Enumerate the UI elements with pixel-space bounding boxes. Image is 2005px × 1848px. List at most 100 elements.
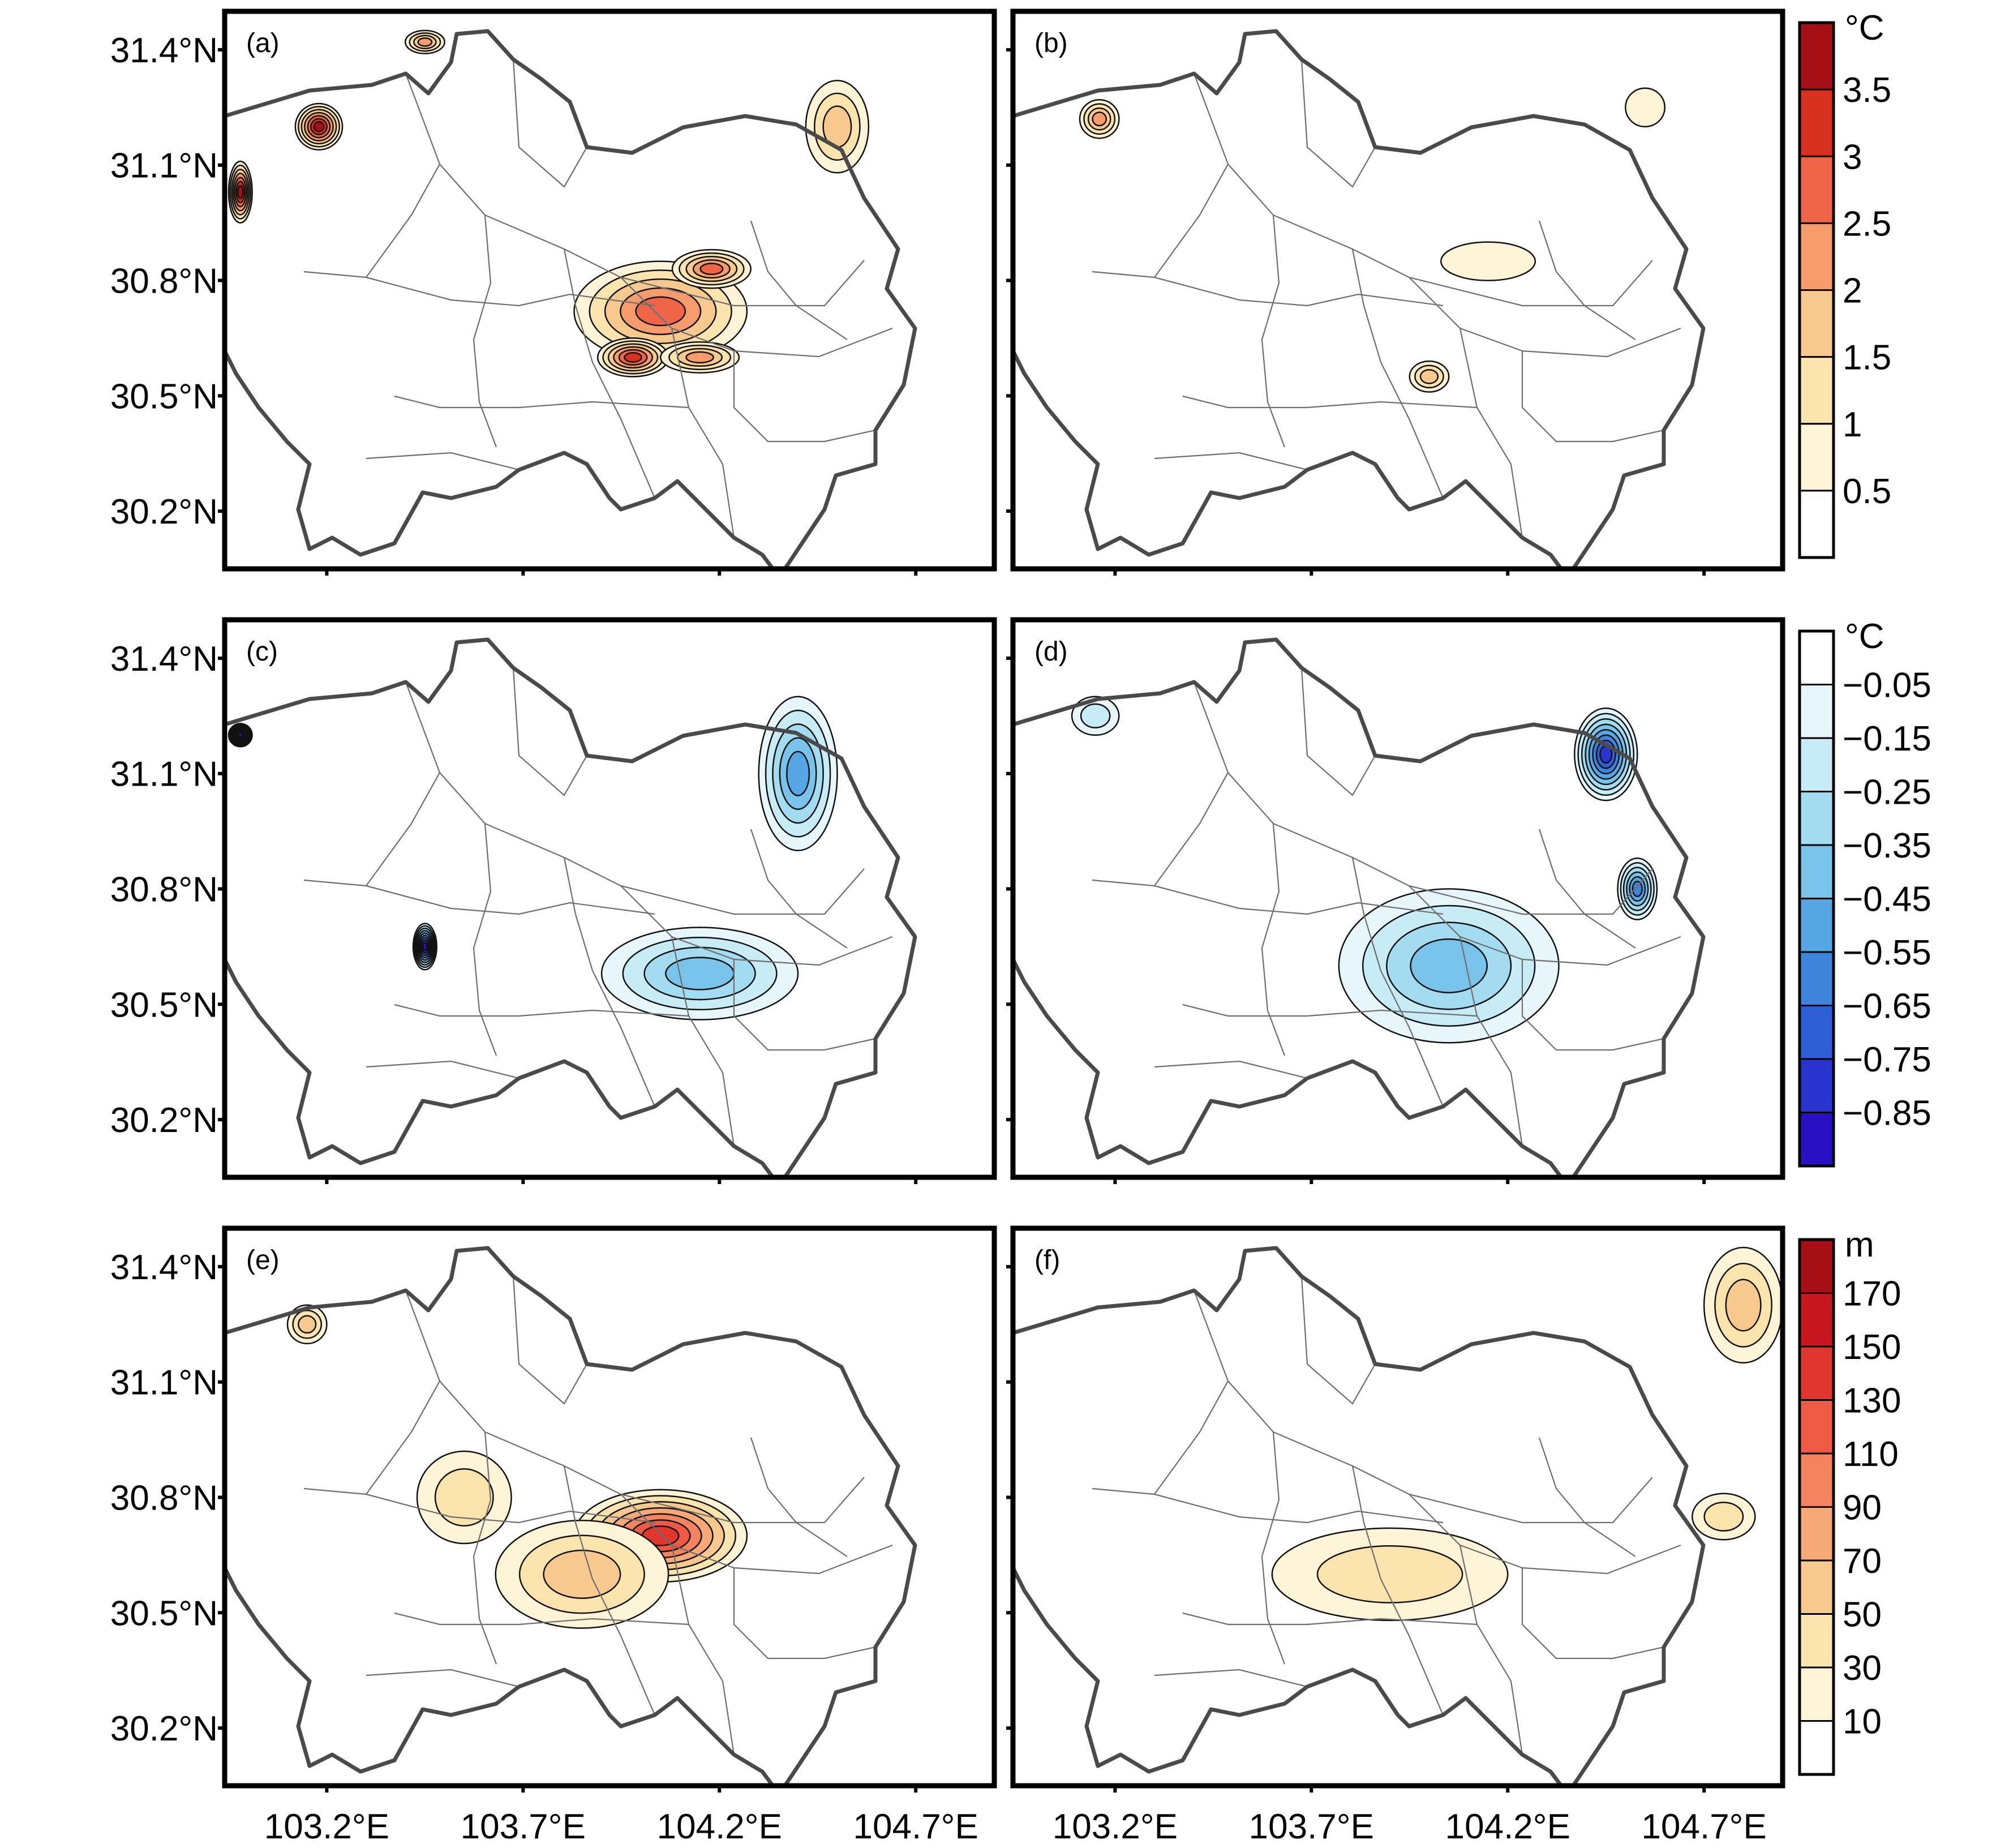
district-line (366, 1669, 520, 1688)
lat-label: 31.1°N (110, 1364, 218, 1403)
panel-label: (d) (1034, 637, 1068, 667)
colorbar-unit: °C (1845, 617, 1884, 656)
colorbar-bin (1798, 1613, 1835, 1669)
colorbar-frame (1798, 629, 1835, 1168)
colorbar-label: 90 (1843, 1489, 1882, 1528)
contour-level (422, 942, 428, 951)
colorbar-bin (1798, 684, 1835, 739)
lon-label: 103.7°E (1249, 1807, 1374, 1846)
district-line (1261, 215, 1286, 448)
lat-label: 30.5°N (110, 1594, 218, 1633)
district-line (563, 248, 656, 499)
contour-level (298, 1315, 317, 1334)
panel-frame (222, 617, 997, 1180)
lat-label: 30.8°N (110, 262, 218, 301)
lat-label: 31.1°N (110, 755, 218, 794)
colorbar-label: 110 (1843, 1435, 1899, 1474)
contour-level (685, 351, 714, 364)
colorbar-label: −0.65 (1843, 987, 1931, 1026)
colorbar-bin (1798, 22, 1835, 91)
colorbar-label: 1.5 (1843, 338, 1891, 378)
colorbar-2: °C −0.05 −0.15 −0.25 −0.35 −0.45 −0.55 −0.65 −0.… (1798, 617, 1931, 1168)
colorbar-label: 2 (1843, 272, 1862, 311)
city-boundary (1013, 1246, 1706, 1786)
panel-label: (b) (1034, 28, 1068, 58)
colorbar-label: 170 (1843, 1275, 1901, 1314)
lat-label: 30.8°N (110, 871, 218, 910)
contour-level (1410, 938, 1488, 993)
district-line (394, 1612, 689, 1626)
colorbar-bin (1798, 898, 1835, 953)
district-line (1261, 1431, 1286, 1665)
colorbar-bin (1798, 490, 1835, 559)
map-panel-b: (b) (1006, 8, 1785, 576)
map-panel-f: (f) (1006, 1225, 1785, 1793)
district-line (733, 1568, 876, 1660)
colorbar-bin (1798, 1292, 1835, 1348)
colorbar-label: 130 (1843, 1382, 1901, 1421)
panel-frame (222, 1225, 997, 1789)
district-line (1261, 823, 1286, 1056)
district-line (1521, 351, 1664, 443)
panel-frame (222, 8, 997, 572)
colorbar-bin (1798, 155, 1835, 224)
colorbar-label: −0.85 (1843, 1094, 1931, 1133)
contour-level (1703, 1502, 1744, 1532)
contour-level (543, 1549, 621, 1599)
district-line (366, 164, 440, 278)
district-line (1154, 452, 1308, 471)
district-line (750, 220, 848, 340)
district-line (1521, 1568, 1664, 1660)
district-line (750, 829, 848, 949)
contour-level (1625, 87, 1666, 128)
contour-level (699, 263, 724, 276)
contour-level (1080, 703, 1111, 728)
lat-label: 31.4°N (110, 640, 218, 679)
colorbar-bin (1798, 791, 1835, 846)
district-line (620, 260, 865, 307)
map-panel-d: (d) (1006, 617, 1785, 1184)
contour-level (1725, 1279, 1762, 1332)
colorbar-label: 150 (1843, 1328, 1901, 1367)
lon-label: 103.2°E (264, 1807, 389, 1846)
lon-label: 103.7°E (461, 1807, 586, 1846)
district-line (620, 1477, 865, 1524)
colorbar-bin (1798, 1506, 1835, 1562)
colorbar-bin (1798, 222, 1835, 291)
contour-level (1316, 1545, 1463, 1603)
district-line (733, 959, 876, 1051)
colorbar-bin (1798, 356, 1835, 425)
district-line (1154, 164, 1229, 278)
colorbar-bin (1798, 88, 1835, 157)
contour-level (238, 732, 243, 738)
lon-label: 104.7°E (853, 1807, 978, 1846)
colorbar-bin (1798, 1559, 1835, 1615)
district-line (1409, 1477, 1653, 1524)
colorbar-bin (1798, 1058, 1835, 1113)
panel-label: (f) (1034, 1245, 1060, 1275)
map-panel-a: (a) (218, 8, 997, 576)
district-line (512, 1276, 587, 1405)
colorbar-bin (1798, 1345, 1835, 1401)
district-line (1182, 1612, 1478, 1626)
panel-label: (a) (246, 28, 280, 58)
district-boundaries (1092, 59, 1681, 538)
contour-level (313, 121, 325, 132)
contour-level (1092, 112, 1107, 127)
panel-frame (1010, 1225, 1785, 1789)
lat-label: 31.4°N (110, 31, 218, 70)
colorbar-bin (1798, 1005, 1835, 1060)
district-boundaries (1092, 1276, 1681, 1755)
colorbar-label: 70 (1843, 1542, 1882, 1581)
district-line (671, 936, 735, 1147)
colorbar-unit: m (1845, 1225, 1874, 1264)
district-line (1351, 1465, 1444, 1716)
colorbar-label: 1 (1843, 405, 1862, 444)
district-line (671, 1545, 735, 1755)
district-line (733, 351, 876, 443)
district-line (671, 328, 735, 538)
colorbar-bin (1798, 630, 1835, 685)
district-line (1154, 1380, 1229, 1495)
panel-background (1013, 1228, 1783, 1786)
